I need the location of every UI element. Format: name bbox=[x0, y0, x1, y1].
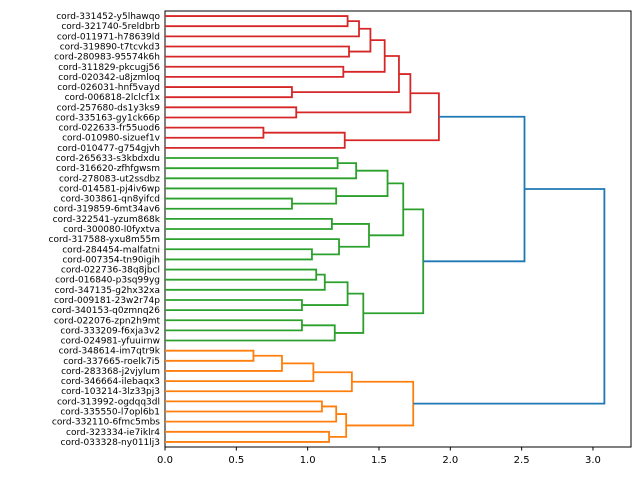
dendrogram-link bbox=[165, 197, 293, 210]
leaf-label: cord-280983-95574k6h bbox=[54, 53, 160, 63]
dendrogram-link bbox=[165, 238, 340, 256]
dendrogram-link bbox=[165, 157, 339, 170]
leaf-label: cord-014581-pj4iv6wp bbox=[59, 184, 160, 194]
leaf-label: cord-265633-s3kbdxdu bbox=[56, 154, 160, 164]
leaf-label: cord-317588-yxu8m55m bbox=[49, 235, 160, 245]
dendrogram-link bbox=[165, 319, 303, 332]
dendrogram-link bbox=[165, 354, 283, 372]
leaf-label: cord-033328-ny011lj3 bbox=[61, 438, 161, 448]
leaf-label: cord-024981-yfuuirnw bbox=[61, 337, 160, 347]
leaf-label: cord-022633-fr55uod6 bbox=[58, 124, 160, 134]
leaf-label: cord-016840-p3sq99yg bbox=[55, 276, 160, 286]
leaf-label: cord-010477-g754gjvh bbox=[57, 144, 160, 154]
leaf-label: cord-020342-u8jzmloq bbox=[58, 73, 160, 83]
dendrogram-link bbox=[165, 15, 349, 28]
dendrogram-link bbox=[165, 400, 323, 413]
dendrogram-link bbox=[165, 273, 326, 291]
dendrogram-link bbox=[165, 430, 330, 443]
dendrogram-link bbox=[165, 268, 318, 281]
dendrogram-link bbox=[296, 73, 412, 114]
leaf-label: cord-335163-gy1ck66p bbox=[55, 113, 160, 123]
leaf-label: cord-335550-l7opl6b1 bbox=[60, 408, 160, 418]
leaf-label: cord-278083-ut2ssdbz bbox=[59, 174, 160, 184]
dendrogram-link bbox=[291, 55, 400, 94]
dendrogram-link bbox=[368, 182, 405, 237]
x-tick-label: 0.0 bbox=[157, 455, 173, 466]
x-tick-label: 2.0 bbox=[442, 455, 458, 466]
dendrogram-link bbox=[165, 371, 353, 393]
leaf-label: cord-332110-6fmc5mbs bbox=[52, 418, 160, 428]
dendrogram-link bbox=[165, 324, 336, 342]
dendrogram-link bbox=[329, 413, 348, 438]
leaf-label: cord-333209-f6xja3v2 bbox=[60, 326, 160, 336]
leaf-label: cord-011971-h78639ld bbox=[57, 32, 160, 42]
leaf-label: cord-303861-qn8yifcd bbox=[61, 195, 160, 205]
dendrogram-link bbox=[423, 115, 526, 263]
leaf-label: cord-316620-zfhfgwsm bbox=[56, 164, 160, 174]
leaf-label: cord-257680-ds1y3ks9 bbox=[57, 103, 161, 113]
leaf-label: cord-323334-ie7iklr4 bbox=[66, 428, 160, 438]
x-tick-label: 3.0 bbox=[585, 455, 601, 466]
dendrogram-link bbox=[165, 45, 350, 58]
leaf-label: cord-348614-im7qtr9k bbox=[59, 347, 161, 357]
x-tick-label: 0.5 bbox=[228, 455, 244, 466]
leaf-label: cord-026031-hnf5vayd bbox=[57, 83, 160, 93]
dendrogram-link bbox=[363, 208, 425, 315]
dendrogram-link bbox=[344, 92, 440, 142]
dendrogram-link bbox=[165, 126, 265, 139]
dendrogram-link bbox=[165, 86, 293, 99]
x-tick-label: 1.5 bbox=[371, 455, 387, 466]
dendrogram-link bbox=[165, 131, 346, 149]
x-tick-label: 1.0 bbox=[300, 455, 316, 466]
dendrogram-link bbox=[165, 187, 338, 205]
x-tick-label: 2.5 bbox=[514, 455, 530, 466]
leaf-label: cord-006818-2lclcf1x bbox=[65, 93, 161, 103]
dendrogram-link bbox=[165, 20, 360, 38]
dendrogram-link bbox=[343, 39, 386, 73]
leaf-label: cord-319859-6mt34av6 bbox=[53, 205, 160, 215]
leaf-label: cord-347135-g2hx32xa bbox=[55, 286, 160, 296]
leaf-label: cord-313992-ogdqq3dl bbox=[57, 397, 160, 407]
leaf-label: cord-319890-t7tcvkd3 bbox=[60, 42, 160, 52]
dendrogram-link bbox=[334, 292, 365, 334]
dendrogram-link bbox=[165, 349, 255, 362]
leaf-label: cord-103214-3lz33pj3 bbox=[61, 387, 160, 397]
leaf-label: cord-009181-23w2r74p bbox=[54, 296, 160, 306]
dendrogram-link bbox=[165, 299, 303, 312]
dendrogram-link bbox=[165, 106, 298, 119]
leaf-label: cord-331452-y5lhawqo bbox=[56, 12, 160, 22]
leaf-label: cord-311829-pkcugj56 bbox=[58, 63, 160, 73]
dendrogram-link bbox=[165, 162, 358, 180]
leaf-label: cord-322541-yzum868k bbox=[53, 215, 161, 225]
dendrogram-link bbox=[336, 169, 389, 197]
leaf-label: cord-337665-roelk7i5 bbox=[63, 357, 160, 367]
dendrogram-link bbox=[413, 188, 606, 405]
leaf-label: cord-346664-ilebaqx3 bbox=[61, 377, 160, 387]
dendrogram-link bbox=[165, 362, 315, 382]
leaf-label: cord-022736-38q8jbcl bbox=[61, 266, 160, 276]
leaf-label: cord-283368-j2vjylum bbox=[61, 367, 160, 377]
dendrogram-link bbox=[165, 248, 313, 261]
dendrogram-link bbox=[331, 223, 370, 248]
dendrogram-link bbox=[165, 405, 338, 423]
leaf-label: cord-340153-q0zmnq26 bbox=[52, 306, 161, 316]
leaf-label: cord-007354-tn90igih bbox=[62, 255, 160, 265]
leaf-label: cord-300080-l0fyxtva bbox=[63, 225, 160, 235]
dendrogram-link bbox=[346, 380, 415, 427]
leaf-label: cord-321740-5reldbrb bbox=[61, 22, 160, 32]
leaf-label: cord-010980-sizuef1v bbox=[62, 134, 161, 144]
dendrogram-link bbox=[165, 65, 345, 78]
dendrogram-link bbox=[165, 217, 333, 230]
leaf-label: cord-022076-zpn2h9mt bbox=[54, 316, 161, 326]
leaf-label: cord-284454-malfatni bbox=[62, 245, 160, 255]
